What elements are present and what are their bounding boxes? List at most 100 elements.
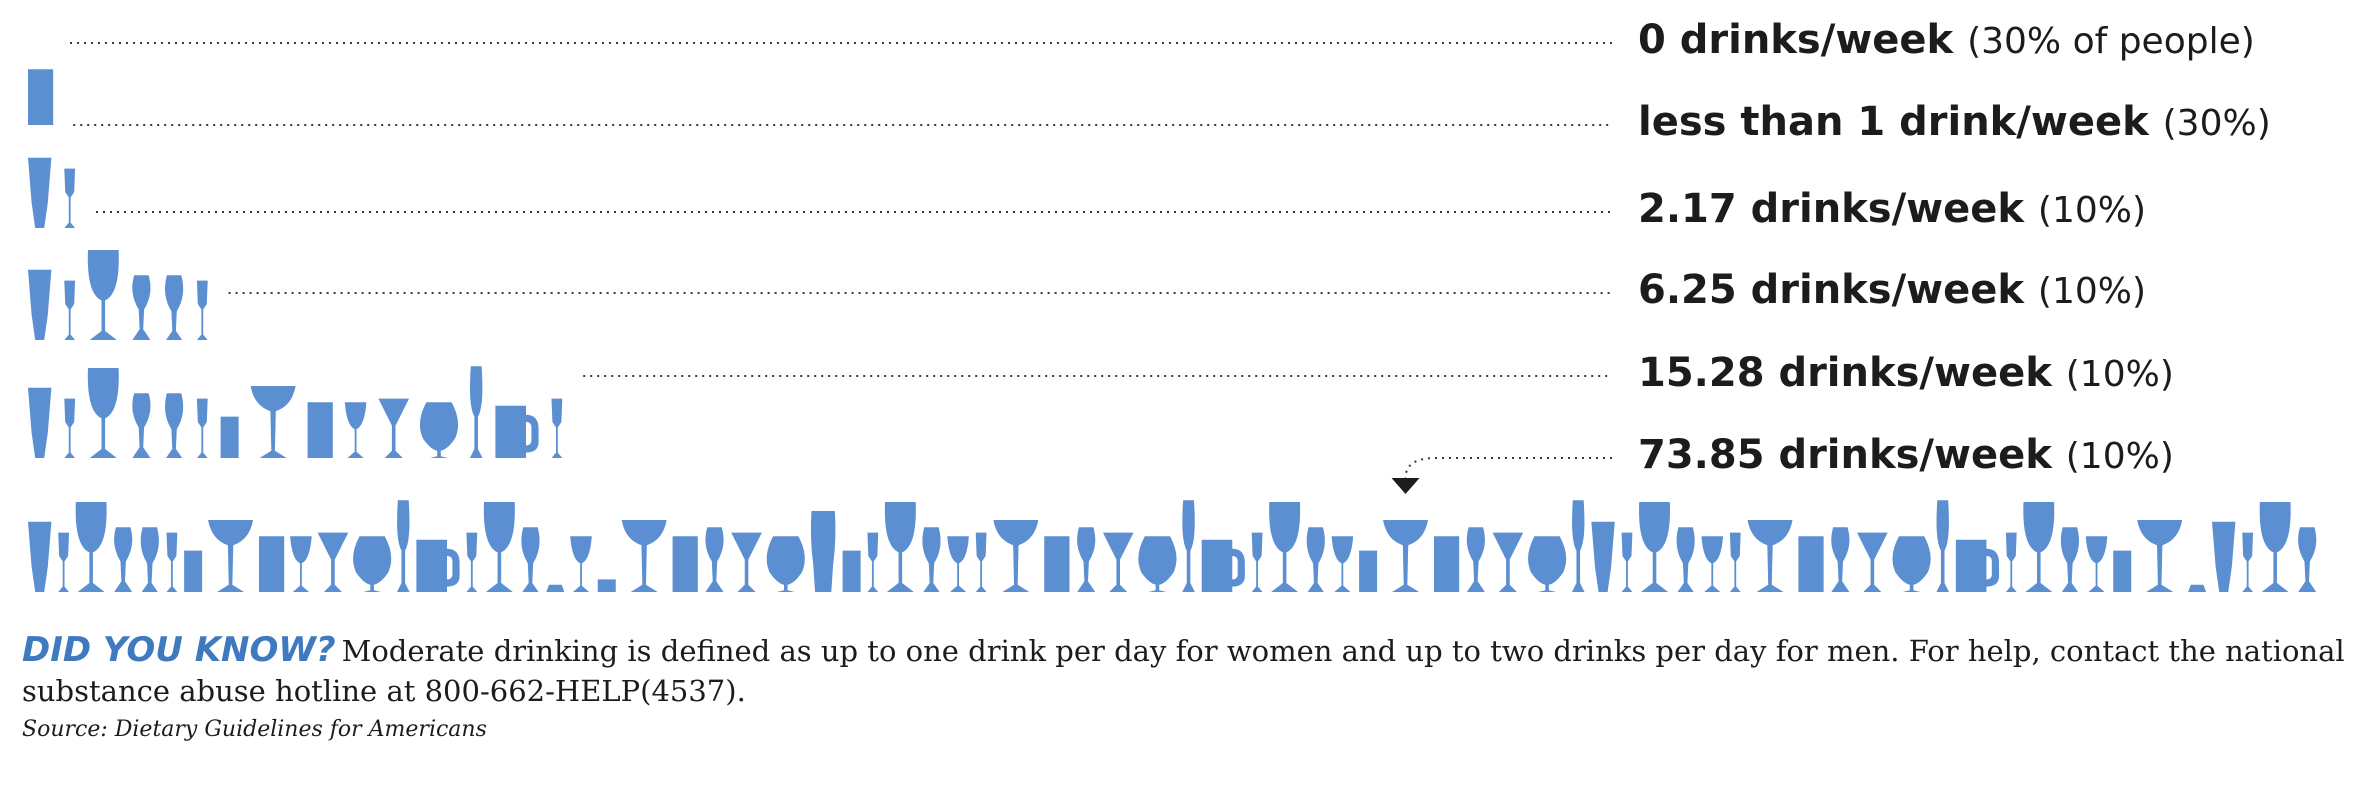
row-label-share: (10%) xyxy=(2066,436,2174,477)
glass-icon-row6-18 xyxy=(546,584,565,592)
glass-icon-row6-32 xyxy=(975,532,987,592)
glass-icon-row6-57 xyxy=(1747,520,1793,592)
glass-icon-row6-24 xyxy=(731,532,762,592)
glass-icon-row6-59 xyxy=(1831,527,1850,592)
source-line: Source: Dietary Guidelines for Americans xyxy=(22,717,487,742)
row-label-6: 73.85 drinks/week (10%) xyxy=(1638,432,2174,478)
row-label-3: 2.17 drinks/week (10%) xyxy=(1638,186,2146,232)
glass-icon-row5-11 xyxy=(378,398,409,458)
glass-icon-row5-14 xyxy=(495,405,539,458)
glass-icon-row6-36 xyxy=(1102,532,1134,592)
glass-icon-row6-10 xyxy=(290,536,312,592)
glass-icon-row6-39 xyxy=(1201,539,1245,592)
glass-icon-row6-31 xyxy=(947,536,969,592)
glass-icon-row6-50 xyxy=(1571,500,1585,592)
glass-icon-row6-56 xyxy=(1729,532,1741,592)
glass-icon-row6-49 xyxy=(1528,536,1567,592)
row-label-share: (30%) xyxy=(2163,103,2271,144)
glass-icon-row6-44 xyxy=(1359,550,1378,592)
glass-icon-row3-2 xyxy=(64,168,76,229)
row-label-share: (10%) xyxy=(2038,190,2146,231)
glass-icon-row6-55 xyxy=(1701,536,1724,592)
row-label-1: 0 drinks/week (30% of people) xyxy=(1638,17,2255,63)
glass-icon-row6-68 xyxy=(2113,550,2132,592)
glass-icon-row6-41 xyxy=(1269,502,1301,592)
glass-icon-row6-51 xyxy=(1591,521,1615,592)
glass-icon-row6-29 xyxy=(884,502,916,592)
glass-icon-row6-3 xyxy=(75,502,107,592)
glass-icon-row6-40 xyxy=(1251,532,1263,592)
glass-icon-row6-54 xyxy=(1676,527,1695,592)
row-label-5: 15.28 drinks/week (10%) xyxy=(1638,350,2174,396)
glass-icon-row6-13 xyxy=(396,500,410,592)
glass-icon-row6-6 xyxy=(166,532,178,592)
glass-icon-row6-7 xyxy=(184,550,203,592)
glass-icon-row6-66 xyxy=(2060,527,2080,592)
glass-icon-row5-13 xyxy=(469,366,483,459)
glass-icon-row5-3 xyxy=(87,368,119,458)
glass-icon-row6-17 xyxy=(521,527,540,592)
glass-icon-row6-11 xyxy=(317,532,349,592)
glass-icon-row6-74 xyxy=(2298,527,2317,592)
glass-icon-row6-9 xyxy=(258,536,285,592)
glass-icon-row4-6 xyxy=(196,280,208,340)
pointer-arrow-icon xyxy=(1391,478,1420,494)
footer: DID YOU KNOW? Moderate drinking is define… xyxy=(22,630,2352,742)
glass-icon-row6-67 xyxy=(2085,536,2108,592)
glass-icon-row6-22 xyxy=(672,536,698,592)
glass-icon-row3-1 xyxy=(28,157,52,228)
glass-icon-row6-37 xyxy=(1138,536,1177,592)
glass-icon-row6-35 xyxy=(1077,527,1096,592)
glass-icon-row6-72 xyxy=(2242,532,2254,592)
did-you-know-heading: DID YOU KNOW? xyxy=(22,630,336,670)
glass-icon-row6-63 xyxy=(1955,539,2000,592)
glass-icon-row6-53 xyxy=(1639,502,1671,592)
glass-icon-row5-7 xyxy=(220,416,239,458)
glass-icon-row6-69 xyxy=(2137,520,2183,592)
glass-icon-row6-28 xyxy=(867,532,879,592)
glass-icon-row5-5 xyxy=(164,393,184,458)
glass-icon-row6-61 xyxy=(1892,536,1931,592)
glass-icon-row6-14 xyxy=(416,539,460,592)
row-label-share: (30% of people) xyxy=(1967,21,2255,62)
glass-icon-row5-8 xyxy=(250,386,296,458)
glass-icon-row6-33 xyxy=(993,520,1039,592)
row-label-share: (10%) xyxy=(2038,271,2146,312)
row-label-value: 15.28 drinks/week xyxy=(1638,350,2066,396)
glass-icon-row2-1 xyxy=(28,69,54,125)
row-label-share: (10%) xyxy=(2066,354,2174,395)
glass-icon-row5-9 xyxy=(307,402,333,458)
glass-icon-row4-3 xyxy=(87,250,119,340)
glass-icon-row6-58 xyxy=(1798,536,1824,592)
glass-icon-row6-71 xyxy=(2212,521,2236,592)
chart-rows: 0 drinks/week (30% of people) less than 1… xyxy=(28,17,2317,592)
glass-icon-row6-2 xyxy=(58,532,70,592)
glass-icon-row6-47 xyxy=(1466,527,1485,592)
glass-icon-row4-1 xyxy=(28,269,52,340)
glass-icon-row5-6 xyxy=(196,398,208,458)
row-label-value: less than 1 drink/week xyxy=(1638,99,2163,145)
glass-icon-row6-65 xyxy=(2023,502,2055,592)
glass-icon-row6-62 xyxy=(1936,500,1950,592)
glass-icon-row4-5 xyxy=(164,275,184,340)
glass-icon-row6-30 xyxy=(922,527,941,592)
glass-icon-row6-43 xyxy=(1331,536,1354,592)
glass-icon-row6-70 xyxy=(2188,584,2207,592)
glass-icon-row6-21 xyxy=(621,520,667,592)
glass-icon-row6-5 xyxy=(140,527,159,592)
glass-icon-row6-19 xyxy=(570,536,592,592)
glass-icon-row6-1 xyxy=(28,521,52,592)
glass-icon-row6-34 xyxy=(1044,536,1070,592)
glass-icon-row6-60 xyxy=(1857,532,1888,592)
glass-icon-row6-12 xyxy=(353,536,392,592)
glass-icon-row6-26 xyxy=(810,511,836,592)
glass-icon-row5-10 xyxy=(344,402,367,458)
row-label-value: 6.25 drinks/week xyxy=(1638,267,2038,313)
glass-icon-row6-45 xyxy=(1383,520,1429,592)
glass-icon-row6-38 xyxy=(1182,500,1195,592)
glass-icon-row6-52 xyxy=(1621,532,1633,592)
glass-icon-row6-4 xyxy=(114,527,133,592)
footnote-text: Moderate drinking is defined as up to on… xyxy=(22,634,2345,708)
glass-icon-row5-4 xyxy=(132,393,151,458)
row-label-value: 2.17 drinks/week xyxy=(1638,186,2038,232)
